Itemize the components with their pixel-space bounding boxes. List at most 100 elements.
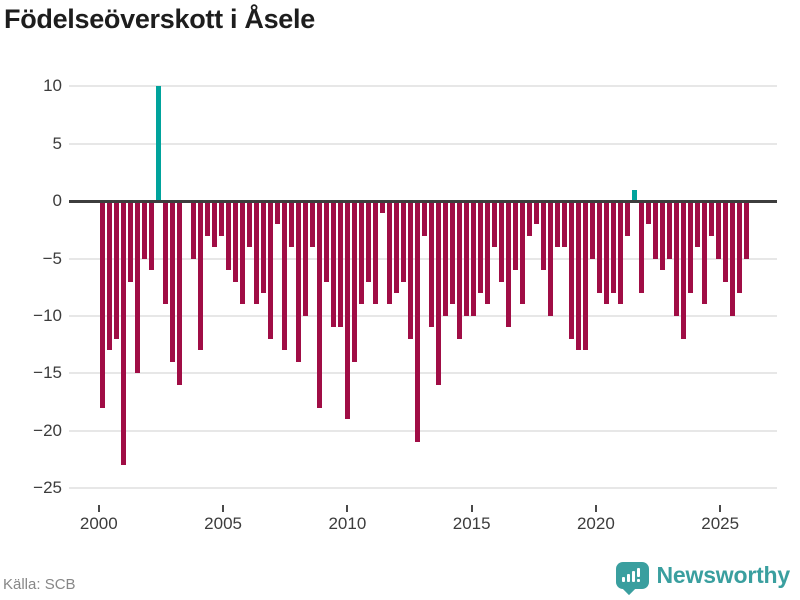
newsworthy-logo[interactable]: Newsworthy [615,562,791,596]
bar-negative [177,201,182,385]
bar-negative [653,201,658,259]
bar-negative [527,201,532,236]
bar-negative [289,201,294,247]
bar-negative [317,201,322,408]
bar-negative [534,201,539,224]
bar-negative [597,201,602,293]
bar-negative [737,201,742,293]
bar-negative [716,201,721,259]
bar-negative [261,201,266,293]
y-axis-label-0: 0 [52,191,62,210]
bar-negative [352,201,357,362]
bar-negative [121,201,126,466]
x-axis-tick-2020 [594,505,597,512]
bar-negative [205,201,210,236]
x-axis-label-2020: 2020 [576,514,615,533]
bar-negative [562,201,567,247]
bar-negative [373,201,378,305]
bar-negative [611,201,616,293]
x-axis-tick-2010 [346,505,349,512]
bar-negative [618,201,623,305]
bar-negative [513,201,518,270]
bar-negative [548,201,553,316]
logo-chart-bar-1 [621,577,625,582]
bar-negative [422,201,427,236]
bar-negative [170,201,175,362]
gridline-y-5 [69,142,777,145]
bar-negative [275,201,280,224]
bar-negative [660,201,665,270]
logo-chart-bar-2 [626,574,630,582]
y-axis-label-10: 10 [43,76,62,96]
bar-negative [401,201,406,282]
bar-negative [268,201,273,339]
bar-negative [569,201,574,339]
x-axis-label-2000: 2000 [79,514,118,533]
bar-negative [436,201,441,385]
bar-negative [114,201,119,339]
bar-negative [163,201,168,305]
bar-negative [128,201,133,282]
bar-negative [233,201,238,282]
bar-negative [331,201,336,328]
logo-exclamation-icon [636,568,640,577]
bar-negative [135,201,140,374]
gridline-y--20 [69,429,777,432]
bar-negative [359,201,364,305]
x-axis-tick-2015 [470,505,473,512]
bar-positive [632,189,637,201]
bar-negative [457,201,462,339]
bar-negative [604,201,609,305]
bar-negative [583,201,588,351]
y-axis-label--25: −25 [33,478,62,498]
bar-negative [674,201,679,316]
x-axis-label-2025: 2025 [701,514,740,533]
bar-negative [590,201,595,259]
bar-negative [492,201,497,247]
bar-positive [156,86,161,201]
bar-negative [485,201,490,305]
y-axis-label--5: −5 [42,248,62,268]
bar-negative [702,201,707,305]
bar-negative [338,201,343,328]
bar-negative [219,201,224,236]
bar-negative [639,201,644,293]
bar-negative [450,201,455,305]
bar-negative [744,201,749,259]
bar-negative [443,201,448,316]
bar-negative [478,201,483,293]
bar-negative [254,201,259,305]
gridline-y--15 [69,372,777,375]
x-axis-label-2005: 2005 [204,514,242,533]
source-caption: Källa: SCB [3,576,76,593]
y-axis-label-5: 5 [52,133,62,153]
bar-negative [394,201,399,293]
bar-negative [380,201,385,213]
bar-negative [681,201,686,339]
bar-negative [506,201,511,328]
x-axis-tick-2000 [97,505,100,512]
x-axis-tick-2025 [719,505,722,512]
bar-negative [107,201,112,351]
bar-negative [142,201,147,259]
bar-negative [303,201,308,316]
y-axis-label--20: −20 [33,420,62,440]
bar-negative [149,201,154,270]
bar-negative [191,201,196,259]
bar-negative [464,201,469,316]
bar-negative [709,201,714,236]
bar-negative [324,201,329,282]
bar-negative [730,201,735,316]
bar-negative [695,201,700,247]
bar-negative [429,201,434,328]
newsworthy-logo-text: Newsworthy [656,562,791,588]
bar-negative [723,201,728,282]
gridline-y--10 [69,314,777,317]
bar-negative [688,201,693,293]
bar-negative [310,201,315,247]
bar-negative [625,201,630,236]
bar-negative [667,201,672,259]
gridline-y--5 [69,257,777,260]
bar-negative [499,201,504,282]
